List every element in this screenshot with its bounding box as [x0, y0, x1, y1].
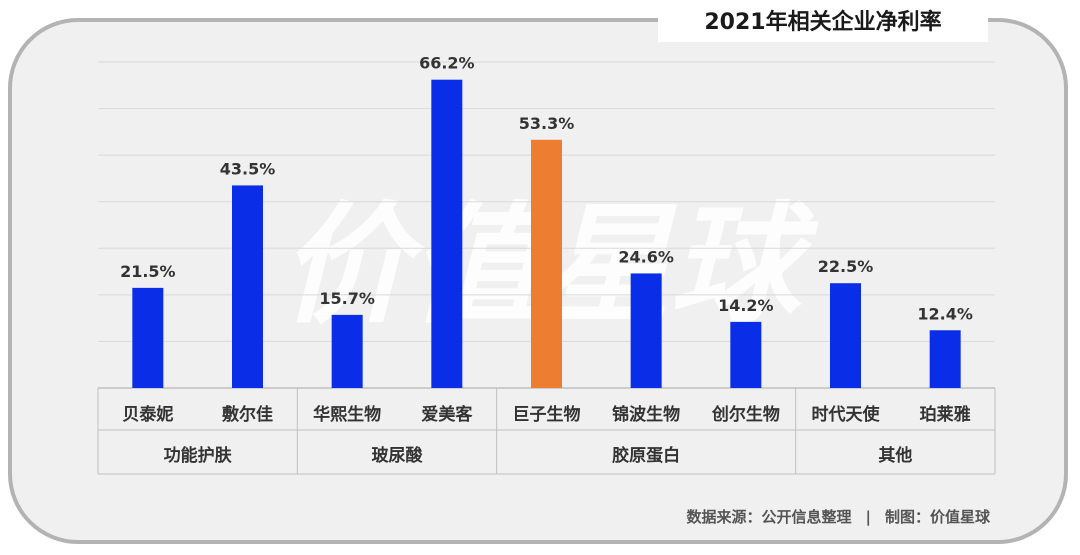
data-label: 12.4% — [917, 304, 973, 323]
bar — [630, 273, 662, 388]
data-label: 21.5% — [120, 262, 176, 281]
category-label: 华熙生物 — [313, 404, 381, 425]
group-label: 胶原蛋白 — [612, 445, 680, 466]
footer-separator: | — [865, 508, 871, 526]
category-label: 巨子生物 — [513, 404, 581, 425]
data-label: 14.2% — [718, 296, 774, 315]
chart-title: 2021年相关企业净利率 — [704, 10, 942, 35]
bar — [830, 283, 861, 388]
category-label: 敷尔佳 — [222, 404, 273, 425]
credit-note: 制图：价值星球 — [884, 508, 990, 526]
category-label: 爱美客 — [421, 404, 473, 425]
bar — [331, 314, 363, 388]
source-footer: 数据来源：公开信息整理 | 制图：价值星球 — [560, 506, 990, 527]
category-label: 珀莱雅 — [920, 404, 971, 425]
data-label: 66.2% — [419, 54, 475, 73]
category-label: 创尔生物 — [711, 404, 780, 425]
bar — [531, 139, 562, 388]
bar — [232, 185, 263, 388]
title-box: 2021年相关企业净利率 — [658, 0, 988, 42]
category-label: 锦波生物 — [612, 404, 680, 425]
data-label: 15.7% — [319, 289, 375, 308]
data-label: 22.5% — [818, 257, 874, 276]
group-label: 其他 — [878, 445, 912, 466]
bar — [132, 287, 164, 388]
data-label: 53.3% — [519, 114, 575, 133]
category-label: 贝泰妮 — [122, 404, 173, 425]
source-note: 数据来源：公开信息整理 — [686, 508, 852, 526]
data-label: 24.6% — [618, 247, 674, 266]
bar — [431, 79, 463, 388]
bar — [730, 321, 762, 388]
group-label: 玻尿酸 — [372, 445, 424, 466]
category-label: 时代天使 — [812, 404, 881, 425]
bar — [929, 330, 961, 388]
group-label: 功能护肤 — [164, 445, 233, 466]
data-label: 43.5% — [220, 159, 276, 178]
